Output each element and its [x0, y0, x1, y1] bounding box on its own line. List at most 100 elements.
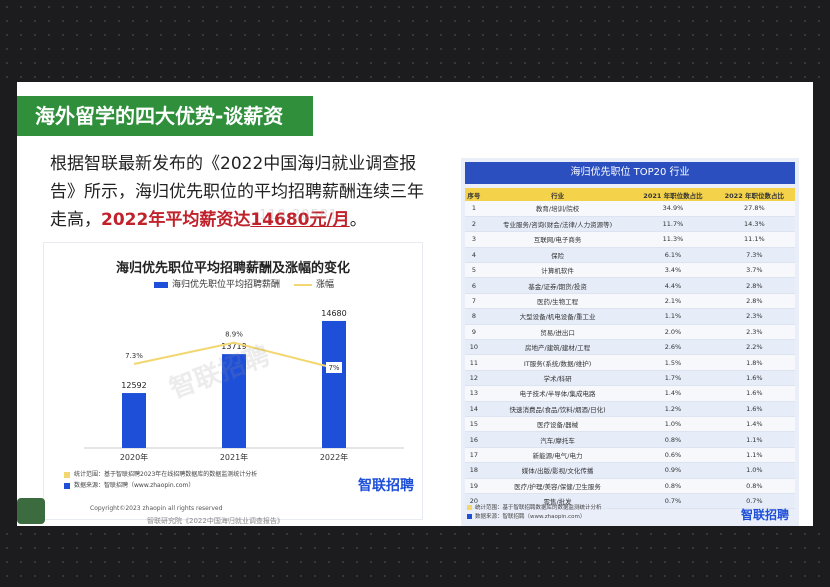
- top20-table: 序号 行业 2021 年职位数占比 2022 年职位数占比 1 教育/培训/院校 34.9…: [465, 188, 795, 510]
- table-cell: 0.8%: [632, 431, 714, 448]
- table-cell: 保险: [482, 247, 633, 264]
- table-body: 1 教育/培训/院校 34.9% 27.8% 2 专业服务/咨询(财会/法律/人力资源等)…: [465, 201, 795, 510]
- bar-value-label: 12592: [121, 381, 146, 390]
- x-tick-label: 2020年: [120, 452, 148, 462]
- table-row: 14 快速消费品(食品/饮料/烟酒/日化) 1.2% 1.6%: [465, 401, 795, 417]
- table-row: 7 医药/生物工程 2.1% 2.8%: [465, 293, 795, 310]
- table-cell: 1.7%: [632, 370, 714, 387]
- salary-bar: [122, 393, 146, 448]
- intro-highlight-prefix: 2022年平均薪资达: [101, 210, 251, 230]
- table-header-cell: 2021 年职位数占比: [632, 188, 714, 201]
- table-row: 5 计算机软件 3.4% 3.7%: [465, 262, 795, 279]
- table-cell: 1: [465, 201, 483, 217]
- growth-value-label: 8.9%: [225, 331, 243, 339]
- bar-value-label: 14680: [321, 309, 346, 318]
- table-cell: 2.8%: [713, 293, 795, 310]
- table-cell: 专业服务/咨询(财会/法律/人力资源等): [482, 216, 633, 233]
- table-row: 12 学术/科研 1.7% 1.6%: [465, 370, 795, 387]
- table-cell: 2.0%: [632, 324, 714, 341]
- table-cell: 2.3%: [713, 324, 795, 341]
- table-cell: 1.5%: [632, 354, 714, 371]
- table-header-row: 序号 行业 2021 年职位数占比 2022 年职位数占比: [465, 188, 795, 201]
- salary-chart-card: 海归优先职位平均招聘薪酬及涨幅的变化 海归优先职位平均招聘薪酬 涨幅 12592…: [43, 242, 423, 520]
- intro-end: 。: [349, 210, 367, 230]
- table-row: 6 基金/证券/期货/投资 4.4% 2.8%: [465, 277, 795, 294]
- table-cell: 1.4%: [713, 416, 795, 433]
- table-cell: 教育/培训/院校: [482, 201, 633, 217]
- table-cell: 27.8%: [713, 201, 795, 217]
- table-cell: 7: [465, 293, 483, 310]
- chart-footer-source: 数据来源：智联招聘（www.zhaopin.com）: [64, 480, 257, 491]
- table-cell: 1.1%: [713, 431, 795, 448]
- footer-swatch-blue: [64, 482, 70, 489]
- zhaopin-logo-right: 智联招聘: [740, 508, 789, 522]
- salary-chart-plot: 12592 2020年 13719 2021年 14680 2022年 7.3% 8.9% 7%: [84, 309, 404, 462]
- chart-copyright: Copyright©2023 zhaopin all rights reserv…: [90, 505, 223, 512]
- table-cell: 5: [465, 262, 483, 279]
- table-footer-source-text: 数据来源：智联招聘（www.zhaopin.com）: [475, 514, 586, 520]
- table-cell: 0.9%: [632, 462, 714, 479]
- table-cell: 4: [465, 247, 483, 264]
- table-cell: 快速消费品(食品/饮料/烟酒/日化): [482, 401, 633, 417]
- table-cell: 大型设备/机电设备/重工业: [482, 308, 633, 325]
- table-cell: 2: [465, 216, 483, 233]
- table-footer-swatch-yellow: [467, 505, 472, 510]
- table-cell: 1.4%: [632, 385, 714, 402]
- chart-title: 海归优先职位平均招聘薪酬及涨幅的变化: [115, 261, 350, 276]
- table-cell: 1.2%: [632, 401, 714, 417]
- growth-value-label: 7%: [328, 364, 339, 372]
- table-cell: 1.0%: [713, 462, 795, 479]
- table-cell: 4.4%: [632, 277, 714, 294]
- table-cell: 基金/证券/期货/投资: [482, 277, 633, 294]
- table-cell: 0.8%: [713, 478, 795, 494]
- x-tick-label: 2022年: [320, 452, 348, 462]
- legend-item-salary: 海归优先职位平均招聘薪酬: [154, 277, 280, 290]
- table-cell: 19: [465, 478, 483, 494]
- intro-text: 根据智联最新发布的《2022中国海归就业调查报告》所示，海归优先职位的平均招聘薪…: [50, 154, 424, 230]
- table-footer: 统计范围：基于智联招聘数据库的数据监测统计分析 数据来源：智联招聘（www.zh…: [467, 504, 602, 522]
- footer-swatch-yellow: [64, 471, 70, 478]
- legend-item-growth: 涨幅: [294, 277, 334, 290]
- chart-footer-source-text: 数据来源：智联招聘（www.zhaopin.com）: [74, 482, 195, 489]
- table-cell: 1.8%: [713, 354, 795, 371]
- table-cell: 8: [465, 308, 483, 325]
- intro-highlight: 2022年平均薪资达14680元/月: [101, 210, 350, 230]
- table-cell: 16: [465, 431, 483, 448]
- x-tick-label: 2021年: [220, 452, 248, 462]
- table-cell: 15: [465, 416, 483, 433]
- table-cell: 新能源/电气/电力: [482, 447, 633, 464]
- chart-footer-scope-text: 统计范围：基于智联招聘2023年在线招聘数据库的数据监测统计分析: [74, 471, 258, 478]
- table-row: 1 教育/培训/院校 34.9% 27.8%: [465, 201, 795, 217]
- table-cell: 13: [465, 385, 483, 402]
- growth-label-bg: [326, 362, 342, 373]
- table-cell: 学术/科研: [482, 370, 633, 387]
- salary-bar: [322, 320, 346, 448]
- chart-footer-scope: 统计范围：基于智联招聘2023年在线招聘数据库的数据监测统计分析: [64, 469, 257, 480]
- table-cell: 房地产/建筑/建材/工程: [482, 339, 633, 356]
- table-footer-swatch-blue: [467, 514, 472, 519]
- table-cell: 11.7%: [632, 216, 714, 233]
- table-row: 19 医疗/护理/美容/保健/卫生服务 0.8% 0.8%: [465, 478, 795, 494]
- table-cell: 1.6%: [713, 401, 795, 417]
- zhaopin-logo-left: 智联招聘: [358, 478, 414, 494]
- table-cell: IT服务(系统/数据/维护): [482, 354, 633, 371]
- table-cell: 18: [465, 462, 483, 479]
- table-cell: 7.3%: [713, 247, 795, 264]
- table-cell: 9: [465, 324, 483, 341]
- table-row: 8 大型设备/机电设备/重工业 1.1% 2.3%: [465, 308, 795, 325]
- source-note: 智联研究院《2022中国海归就业调查报告》: [147, 517, 284, 525]
- table-row: 16 汽车/摩托车 0.8% 1.1%: [465, 431, 795, 448]
- table-cell: 0.7%: [632, 493, 714, 510]
- table-cell: 医药/生物工程: [482, 293, 633, 310]
- mascot-icon: [17, 498, 45, 524]
- table-cell: 3.7%: [713, 262, 795, 279]
- bar-value-label: 13719: [221, 342, 246, 351]
- intro-highlight-value: 14680元/月: [250, 210, 350, 230]
- table-cell: 0.6%: [632, 447, 714, 464]
- table-row: 3 互联网/电子商务 11.3% 11.1%: [465, 231, 795, 248]
- table-row: 4 保险 6.1% 7.3%: [465, 247, 795, 264]
- table-cell: 1.6%: [713, 385, 795, 402]
- table-cell: 医疗设备/器械: [482, 416, 633, 433]
- table-cell: 2.2%: [713, 339, 795, 356]
